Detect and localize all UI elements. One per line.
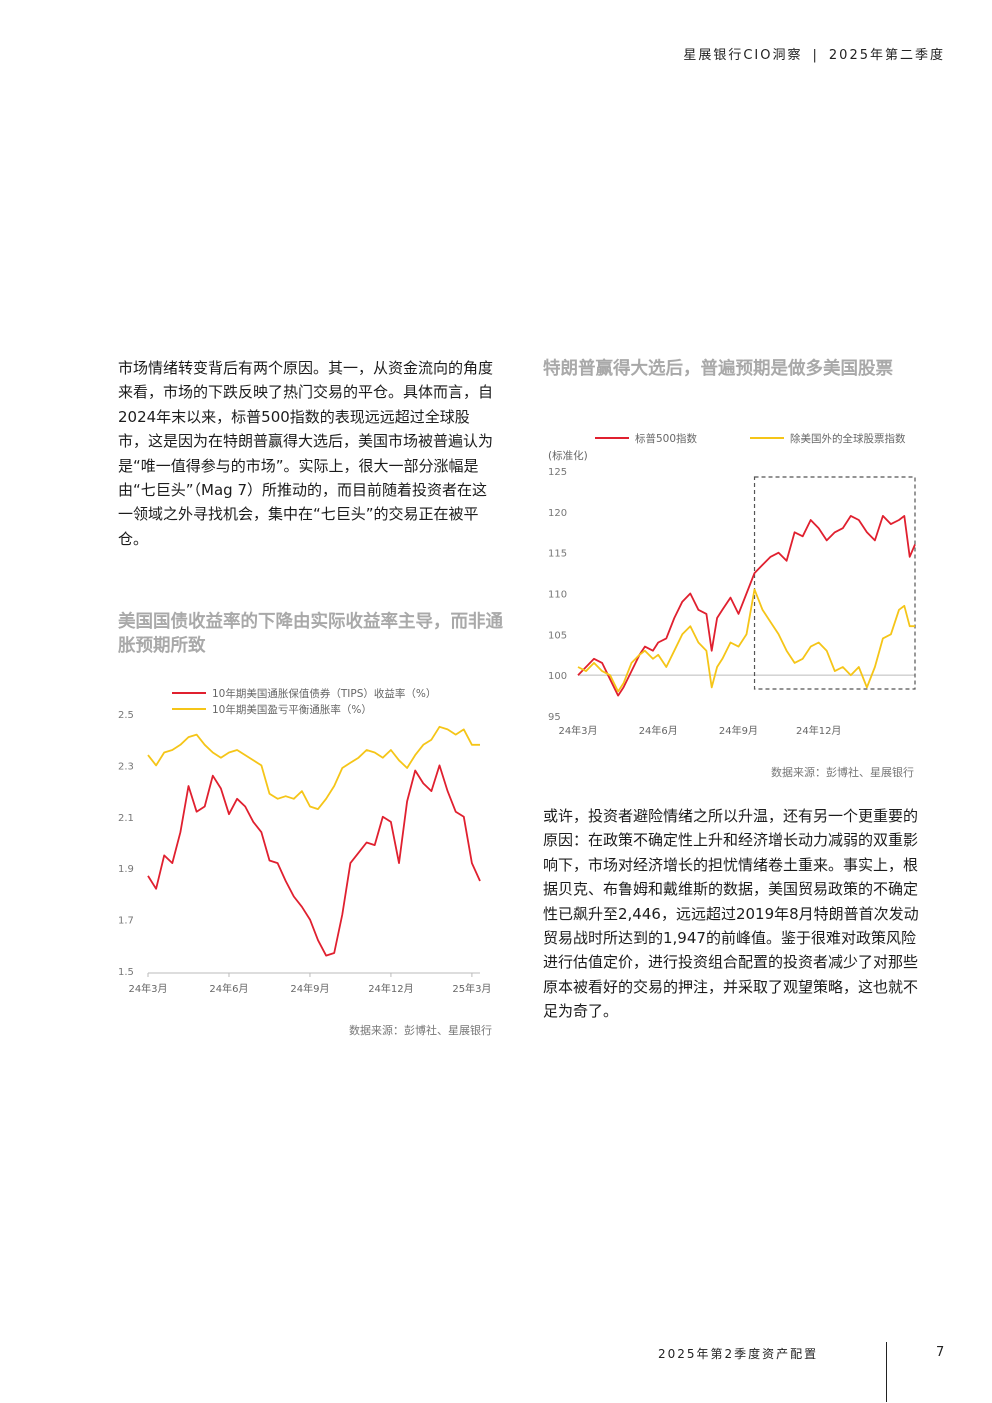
y-tick-label: 1.9 <box>118 864 134 875</box>
y-tick-label: 1.7 <box>118 916 134 927</box>
chart-title-sp500: 特朗普赢得大选后，普遍预期是做多美国股票 <box>543 359 893 379</box>
y-tick-label: 125 <box>548 467 567 478</box>
page-number: 7 <box>936 1345 945 1360</box>
legend-label: 10年期美国通胀保值债券（TIPS）收益率（%） <box>212 687 436 700</box>
header-separator: | <box>812 48 819 63</box>
y-tick-label: 105 <box>548 630 567 641</box>
series-line <box>577 515 916 697</box>
legend-label: 10年期美国盈亏平衡通胀率（%） <box>212 703 372 716</box>
series-line <box>577 588 915 693</box>
footer-label: 2025年第2季度资产配置 <box>658 1347 819 1361</box>
y-axis-label: (标准化) <box>548 449 588 462</box>
source-note-tips: 数据来源：彭博社、星展银行 <box>349 1024 492 1037</box>
x-tick-label: 24年12月 <box>368 982 413 995</box>
x-tick-label: 25年3月 <box>452 982 491 995</box>
footer-divider <box>886 1342 887 1402</box>
y-tick-label: 110 <box>548 590 567 601</box>
x-tick-label: 24年3月 <box>128 982 167 995</box>
y-tick-label: 115 <box>548 549 567 560</box>
x-tick-label: 24年6月 <box>639 724 678 737</box>
x-tick-label: 24年3月 <box>558 724 597 737</box>
highlight-box <box>753 476 916 690</box>
chart-sp500-vs-global: 标普500指数 除美国外的全球股票指数 (标准化) 95 100 105 110 115 120… <box>548 432 916 737</box>
body-paragraph-2: 或许，投资者避险情绪之所以升温，还有另一个更重要的原因：在政策不确定性上升和经济… <box>543 807 919 1021</box>
x-tick-label: 24年6月 <box>209 982 248 995</box>
y-tick-label: 2.3 <box>118 761 134 772</box>
header-title: 星展银行CIO洞察 <box>683 48 803 63</box>
legend-label: 标普500指数 <box>635 432 698 445</box>
x-tick-label: 24年9月 <box>290 982 329 995</box>
source-note-sp500: 数据来源：彭博社、星展银行 <box>771 766 914 779</box>
y-tick-label: 95 <box>548 712 561 723</box>
page-header: 星展银行CIO洞察 | 2025年第二季度 <box>683 44 945 63</box>
chart-title-tips: 美国国债收益率的下降由实际收益率主导，而非通胀预期所致 <box>118 612 503 656</box>
y-tick-label: 2.5 <box>118 710 134 721</box>
x-tick-label: 24年12月 <box>796 724 841 737</box>
header-period: 2025年第二季度 <box>828 48 945 63</box>
x-tick-label: 24年9月 <box>719 724 758 737</box>
y-tick-label: 1.5 <box>118 967 134 978</box>
y-tick-label: 2.1 <box>118 813 134 824</box>
chart-tips-breakeven: 10年期美国通胀保值债券（TIPS）收益率（%） 10年期美国盈亏平衡通胀率（%）… <box>118 687 491 995</box>
series-line <box>147 764 481 957</box>
series-line <box>147 725 480 810</box>
legend-label: 除美国外的全球股票指数 <box>790 432 906 445</box>
y-tick-label: 100 <box>548 671 567 682</box>
body-paragraph-1: 市场情绪转变背后有两个原因。其一，从资金流向的角度来看，市场的下跌反映了热门交易… <box>118 359 494 548</box>
y-tick-label: 120 <box>548 508 567 519</box>
